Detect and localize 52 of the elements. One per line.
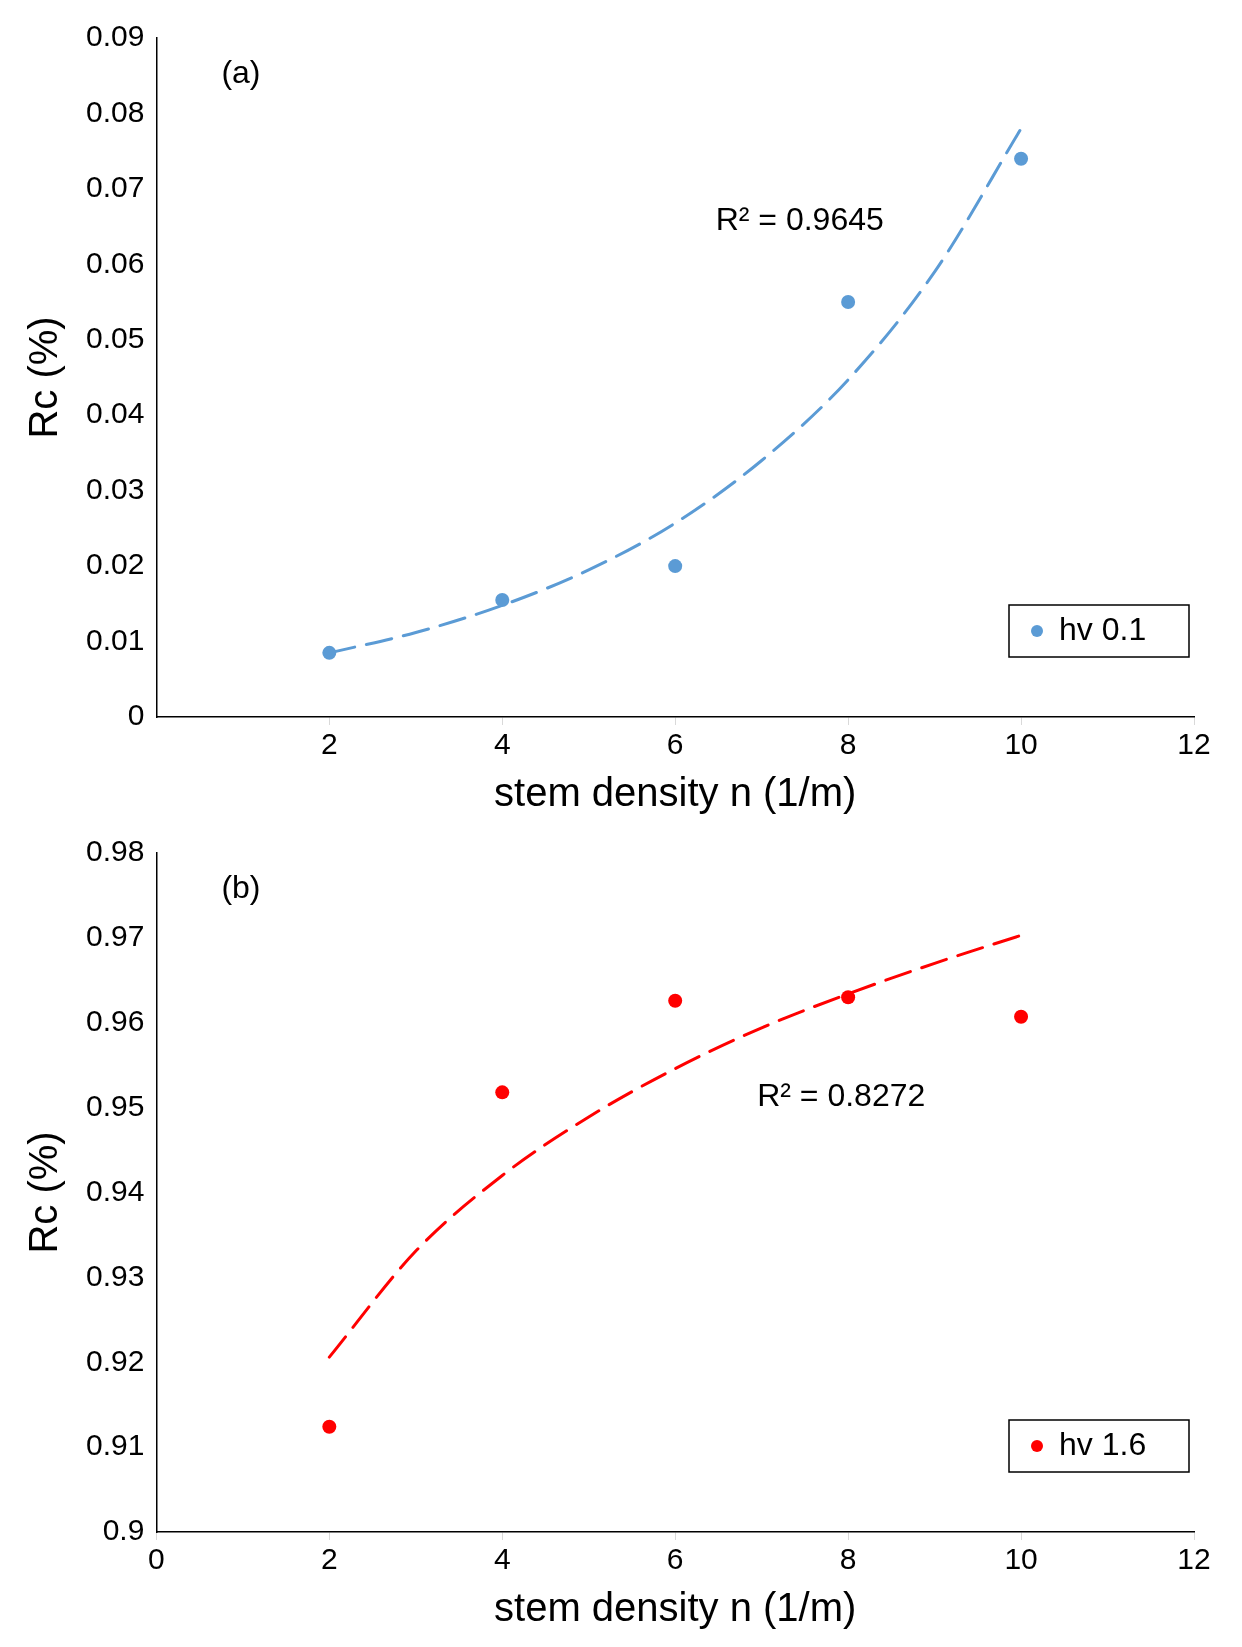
x-axis-title: stem density n (1/m)	[494, 1585, 857, 1630]
y-tick-label: 0.9	[102, 1513, 145, 1547]
x-tick-label: 2	[320, 727, 338, 761]
y-axis-title: Rc (%)	[21, 1131, 66, 1254]
point	[1014, 151, 1029, 166]
y-tick-label: 0.97	[86, 919, 145, 953]
annotation: (a)	[221, 53, 261, 90]
annotation: (b)	[221, 868, 261, 905]
point	[495, 1085, 510, 1100]
y-tick-label: 0.96	[86, 1004, 145, 1038]
x-tick-label: 6	[666, 1542, 684, 1576]
line-series	[327, 933, 1023, 1359]
y-tick-label: 0.91	[86, 1428, 145, 1462]
point	[841, 990, 856, 1005]
x-tick-label: 4	[493, 727, 511, 761]
y-tick-label: 0.06	[86, 245, 145, 279]
y-tick-label: 0.07	[86, 170, 145, 204]
y-tick-label: 0.01	[86, 622, 145, 656]
y-tick-label: 0.09	[86, 19, 145, 53]
y-tick-label: 0.05	[86, 321, 145, 355]
y-tick-label: 0.04	[86, 396, 145, 430]
legend-label: hv 0.1	[1059, 610, 1147, 647]
y-tick-label: 0.92	[86, 1343, 145, 1377]
x-tick-label: 2	[320, 1542, 338, 1576]
point	[668, 993, 683, 1008]
point	[1014, 1009, 1029, 1024]
annotation: R² = 0.8272	[757, 1077, 926, 1114]
x-axis-title: stem density n (1/m)	[494, 770, 857, 815]
y-tick-label: 0	[127, 698, 145, 732]
point	[322, 1419, 337, 1434]
y-tick-label: 0.94	[86, 1173, 145, 1207]
y-tick-label: 0.95	[86, 1088, 145, 1122]
y-tick-label: 0.02	[86, 547, 145, 581]
x-tick-label: 12	[1177, 1542, 1211, 1576]
point	[668, 559, 683, 574]
legend-label: hv 1.6	[1059, 1425, 1147, 1462]
y-tick-label: 0.93	[86, 1258, 145, 1292]
x-tick-label: 6	[666, 727, 684, 761]
x-tick-label: 4	[493, 1542, 511, 1576]
y-axis-title: Rc (%)	[21, 316, 66, 439]
x-tick-label: 12	[1177, 727, 1211, 761]
y-tick-label: 0.03	[86, 471, 145, 505]
x-tick-label: 10	[1004, 1542, 1038, 1576]
annotation: R² = 0.9645	[715, 201, 884, 238]
point	[322, 645, 337, 660]
x-tick-label: 8	[839, 1542, 857, 1576]
y-tick-label: 0.08	[86, 94, 145, 128]
y-tick-label: 0.98	[86, 834, 145, 868]
point	[495, 593, 510, 608]
x-tick-label: 10	[1004, 727, 1038, 761]
x-tick-label: 8	[839, 727, 857, 761]
point	[841, 295, 856, 310]
